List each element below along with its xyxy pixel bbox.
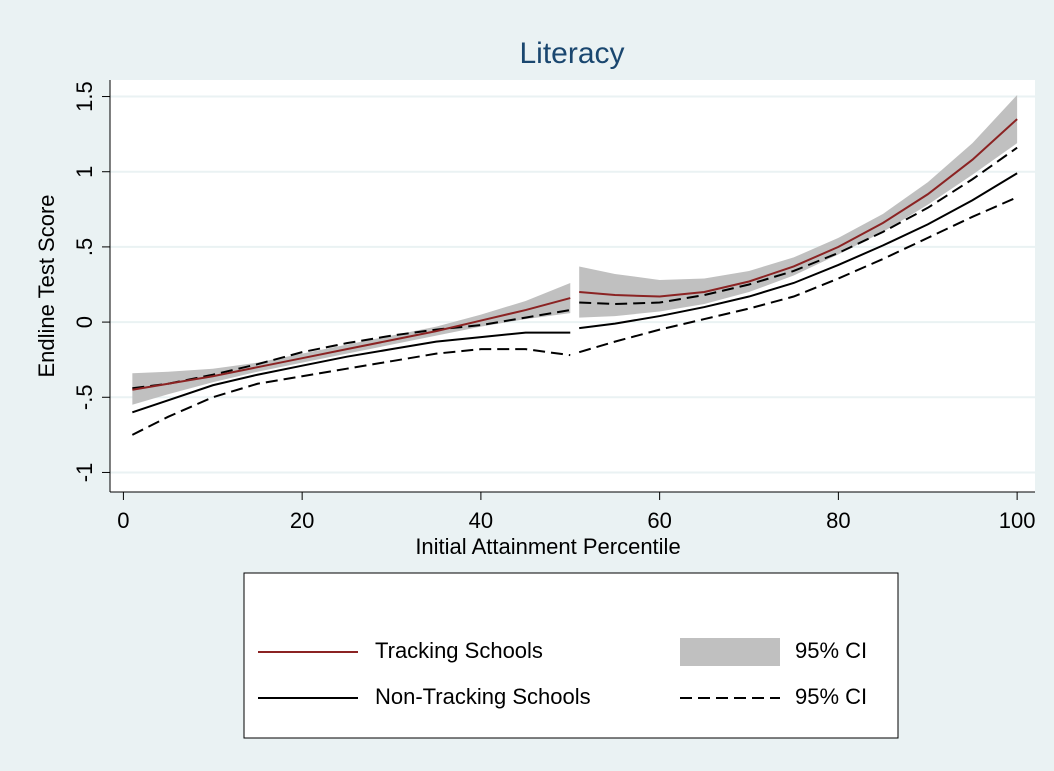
y-tick-label: 0 [72,316,97,328]
chart-title: Literacy [519,37,624,70]
y-tick-label: 1.5 [72,81,97,112]
x-axis-title: Initial Attainment Percentile [415,534,680,559]
y-tick-label: .5 [72,238,97,256]
x-tick-label: 0 [117,508,129,533]
x-tick-label: 100 [999,508,1036,533]
series-line [132,172,1018,414]
y-tick-label: 1 [72,166,97,178]
y-tick-label: -.5 [72,384,97,410]
legend-swatch [680,638,780,666]
plot-area [110,80,1035,492]
ci-line [132,146,1018,390]
x-tick-label: 20 [290,508,314,533]
legend-label: 95% CI [795,684,867,709]
y-axis-title: Endline Test Score [34,194,59,377]
ci-line [131,196,1018,436]
legend-label: Non-Tracking Schools [375,684,591,709]
y-tick-label: -1 [72,463,97,483]
legend-label: 95% CI [795,638,867,663]
x-tick-label: 40 [469,508,493,533]
legend-box [243,572,899,739]
x-tick-label: 60 [647,508,671,533]
legend-label: Tracking Schools [375,638,543,663]
series-line [132,118,1018,391]
x-tick-label: 80 [826,508,850,533]
